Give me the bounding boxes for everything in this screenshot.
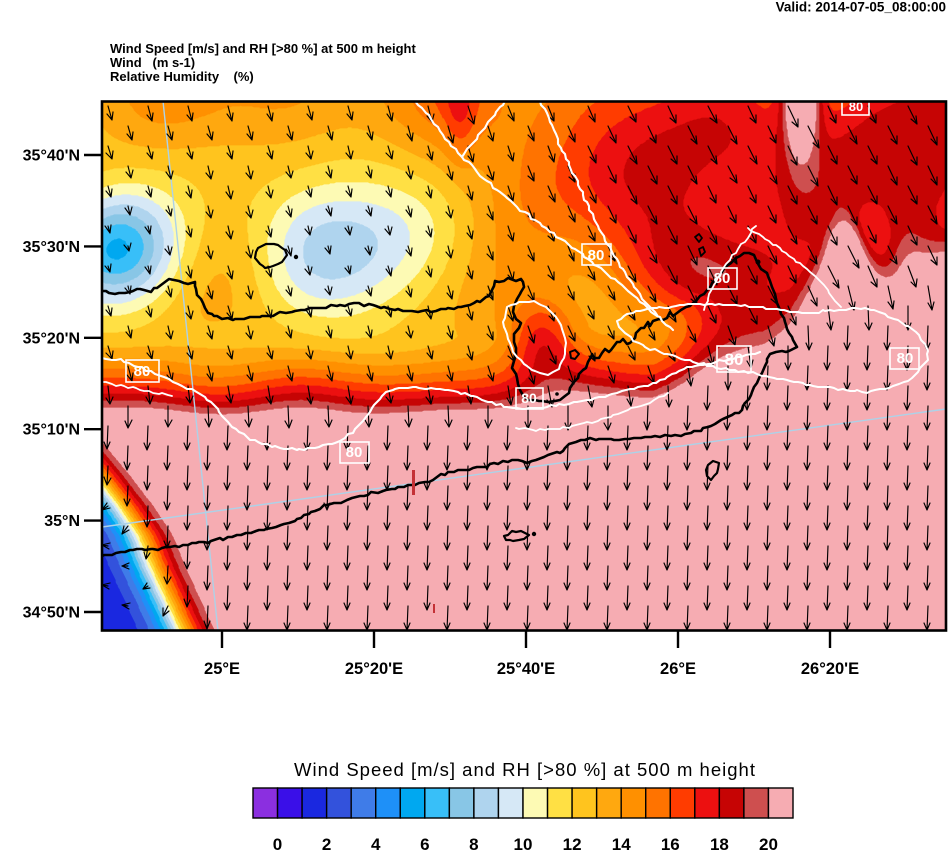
svg-text:Relative Humidity (%): Relative Humidity (%) <box>110 69 254 84</box>
svg-text:2: 2 <box>322 835 331 854</box>
svg-text:Wind Speed [m/s] and RH [>80 %: Wind Speed [m/s] and RH [>80 %] at 500 m… <box>294 759 756 780</box>
svg-text:80: 80 <box>714 270 731 287</box>
svg-text:80: 80 <box>521 390 537 406</box>
svg-text:80: 80 <box>588 247 605 264</box>
svg-text:0: 0 <box>273 835 282 854</box>
svg-text:Wind (m s-1): Wind (m s-1) <box>110 55 195 70</box>
svg-text:34°50'N: 34°50'N <box>23 605 80 622</box>
svg-text:4: 4 <box>371 835 381 854</box>
svg-text:12: 12 <box>563 835 582 854</box>
svg-text:35°40'N: 35°40'N <box>23 148 80 165</box>
svg-text:80: 80 <box>849 99 863 114</box>
svg-text:80: 80 <box>725 350 744 369</box>
svg-text:18: 18 <box>710 835 729 854</box>
svg-text:26°E: 26°E <box>660 660 696 678</box>
svg-text:80: 80 <box>346 444 363 461</box>
svg-text:10: 10 <box>514 835 533 854</box>
svg-text:35°N: 35°N <box>44 513 80 530</box>
svg-text:20: 20 <box>759 835 778 854</box>
svg-text:25°E: 25°E <box>204 660 240 678</box>
svg-text:26°20'E: 26°20'E <box>801 660 859 678</box>
svg-text:80: 80 <box>134 363 151 380</box>
svg-text:80: 80 <box>897 350 914 367</box>
svg-text:6: 6 <box>420 835 429 854</box>
svg-text:16: 16 <box>661 835 680 854</box>
svg-text:Wind Speed [m/s] and RH [>80 %: Wind Speed [m/s] and RH [>80 %] at 500 m… <box>110 41 416 56</box>
svg-text:14: 14 <box>612 835 631 854</box>
svg-text:35°30'N: 35°30'N <box>23 239 80 256</box>
svg-text:35°20'N: 35°20'N <box>23 330 80 347</box>
svg-text:35°10'N: 35°10'N <box>23 422 80 439</box>
svg-text:25°20'E: 25°20'E <box>345 660 403 678</box>
svg-text:Valid: 2014-07-05_08:00:00: Valid: 2014-07-05_08:00:00 <box>776 0 946 15</box>
svg-text:25°40'E: 25°40'E <box>497 660 555 678</box>
svg-text:8: 8 <box>469 835 478 854</box>
